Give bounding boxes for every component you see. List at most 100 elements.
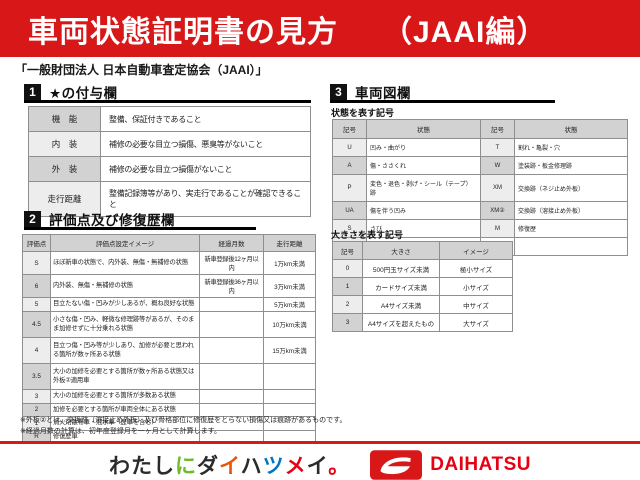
table-row: 外 装 補修の必要な目立つ損傷がないこと [28,156,311,182]
symbol-cell: T [480,138,515,157]
table-row: 2 A4サイズ未満 中サイズ [332,295,513,314]
table-row: 1 カードサイズ未満 小サイズ [332,277,513,296]
desc-cell: 内外装、無傷・無補修の状態 [50,274,200,298]
table-row: 3.5 大小の加修を必要とする箇所が数ヶ所ある状態又は外板②適用車 [22,363,316,390]
section3-underline [330,100,555,103]
table-row: S さび M 修復歴 [332,219,628,238]
grade-history-table: 評価点 評価点設定イメージ 経過月数 走行距離 S ほぼ新車の状態で、内外装、無… [22,234,316,444]
score-cell: 3 [22,389,51,404]
state-cell: 修復歴 [514,219,628,238]
criteria-label-cell: 機 能 [28,106,101,132]
criteria-desc-cell: 整備、保証付きであること [100,106,311,132]
criteria-desc-cell: 整備記録簿等があり、実走行であることが確認できること [100,181,311,217]
table-row: 4 目立つ傷・凹み等が少しあり、加修が必要と思われる箇所が数ヶ所ある状態 15万… [22,337,316,364]
star-criteria-table: 機 能 整備、保証付きであること 内 装 補修の必要な目立つ損傷、悪臭等がないこ… [28,106,311,217]
table-header-row: 記号 状態 記号 状態 [332,119,628,139]
score-cell: 5 [22,297,51,312]
table-row: 0 500円玉サイズ未満 極小サイズ [332,259,513,278]
months-cell [199,363,264,390]
table-row: UA 傷を伴う凹み XM② 交換跡（溶接止め外板） [332,201,628,220]
footnote-line: ※外板②とは、交換跡（溶接止め外板）及び骨格部位に修復歴をとらない損傷又は痕跡が… [20,417,347,424]
page-title: 車両状態証明書の見方 [28,15,338,49]
footnotes: ※外板②とは、交換跡（溶接止め外板）及び骨格部位に修復歴をとらない損傷又は痕跡が… [20,416,346,437]
months-cell [199,337,264,364]
daihatsu-logo-mark [370,449,423,480]
image-header: イメージ [439,241,513,260]
table-header-row: 記号 大きさ イメージ [332,241,513,260]
code-header: 記号 [332,241,363,260]
desc-cell: 目立つ傷・凹み等が少しあり、加修が必要と思われる箇所が数ヶ所ある状態 [50,337,200,364]
state-header: 状態 [514,119,628,139]
table-row: 5 目立たない傷・凹みが少しあるが、概ね良好な状態 5万km未満 [22,297,316,312]
size-header: 大きさ [362,241,440,260]
size-cell: カードサイズ未満 [362,277,440,296]
table-row: 機 能 整備、保証付きであること [28,106,311,132]
desc-cell: 大小の加修を必要とする箇所が数ヶ所ある状態又は外板②適用車 [50,363,200,390]
condition-symbol-table: 記号 状態 記号 状態 U 凹み・曲がり T 割れ・亀裂・穴 A 傷・ささくれ … [332,119,628,256]
mileage-cell [263,363,316,390]
state-cell [514,237,628,256]
table-row: S ほぼ新車の状態で、内外装、無傷・無補修の状態 新車登録後12ヶ月以内 1万k… [22,251,316,275]
symbol-cell: XM [480,174,515,202]
symbol-header: 記号 [332,119,367,139]
desc-cell: 小さな傷・凹み、軽微な修理跡等があるが、そのまま加修せずに十分乗れる状態 [50,311,200,338]
mileage-cell: 3万km未満 [263,274,316,298]
size-cell: 500円玉サイズ未満 [362,259,440,278]
mileage-cell [263,389,316,404]
daihatsu-wordmark: DAIHATSU [430,453,531,475]
state-cell: 塗装跡・板金修理跡 [514,156,628,175]
table-row: R 修復歴車 [22,429,316,444]
symbol-header: 記号 [480,119,515,139]
page-title-edition: （JAAI編） [382,15,548,49]
header-banner: 車両状態証明書の見方 （JAAI編） [0,0,640,57]
symbol-cell: XM② [480,201,515,220]
months-header: 経過月数 [199,234,264,252]
table-row: 6 内外装、無傷・無補修の状態 新車登録後36ヶ月以内 3万km未満 [22,274,316,298]
mileage-cell [263,402,316,417]
organization-subtitle: 「一般財団法人 日本自動車査定協会（JAAI）」 [15,63,268,77]
mileage-cell: 15万km未満 [263,337,316,364]
months-cell [199,402,264,417]
criteria-label-cell: 外 装 [28,156,101,182]
score-cell: 4 [22,337,51,364]
mileage-cell: 5万km未満 [263,297,316,312]
criteria-desc-cell: 補修の必要な目立つ損傷、悪臭等がないこと [100,131,311,157]
criteria-desc-cell: 補修の必要な目立つ損傷がないこと [100,156,311,182]
footer-slogan: わたしにダイハツメイ。 [109,454,351,478]
state-cell: 交換跡（溶接止め外板） [514,201,628,220]
symbol-cell: W [480,156,515,175]
section1-underline [24,100,311,103]
size-cell: A4サイズを超えたもの [362,313,440,332]
table-row: P 変色・退色・剥げ・シール（テープ）跡 XM 交換跡（ネジ止め外板） [332,174,628,202]
desc-header: 評価点設定イメージ [50,234,200,252]
section2-title: 評価点及び修復歴欄 [49,213,175,228]
desc-cell: 加修を必要とする箇所が車両全体にある状態 [50,402,200,417]
months-cell [199,297,264,312]
section1-header: 1 ★の付与欄 [24,82,118,102]
section3-number-badge: 3 [330,83,347,101]
condition-table-label: 状態を表す記号 [331,108,395,118]
code-cell: 3 [332,313,363,332]
mileage-cell [263,416,316,431]
months-cell: 新車登録後36ヶ月以内 [199,274,264,298]
state-cell: 割れ・亀裂・穴 [514,138,628,157]
size-symbol-table: 記号 大きさ イメージ 0 500円玉サイズ未満 極小サイズ 1 カードサイズ未… [332,241,513,332]
state-cell: 傷・ささくれ [366,156,481,175]
section2-header: 2 評価点及び修復歴欄 [24,209,175,229]
score-cell: 2 [22,402,51,417]
score-cell: S [22,251,51,275]
code-cell: 1 [332,277,363,296]
state-cell: 交換跡（ネジ止め外板） [514,174,628,202]
section3-header: 3 車両図欄 [330,82,411,102]
daihatsu-logo: DAIHATSU [370,449,531,480]
months-cell [199,311,264,338]
state-cell: 凹み・曲がり [366,138,481,157]
section3-title: 車両図欄 [355,86,411,101]
section2-underline [24,227,256,230]
criteria-label-cell: 内 装 [28,131,101,157]
score-cell: 4.5 [22,311,51,338]
table-header-row: 評価点 評価点設定イメージ 経過月数 走行距離 [22,234,316,252]
state-cell: 変色・退色・剥げ・シール（テープ）跡 [366,174,481,202]
score-header: 評価点 [22,234,51,252]
